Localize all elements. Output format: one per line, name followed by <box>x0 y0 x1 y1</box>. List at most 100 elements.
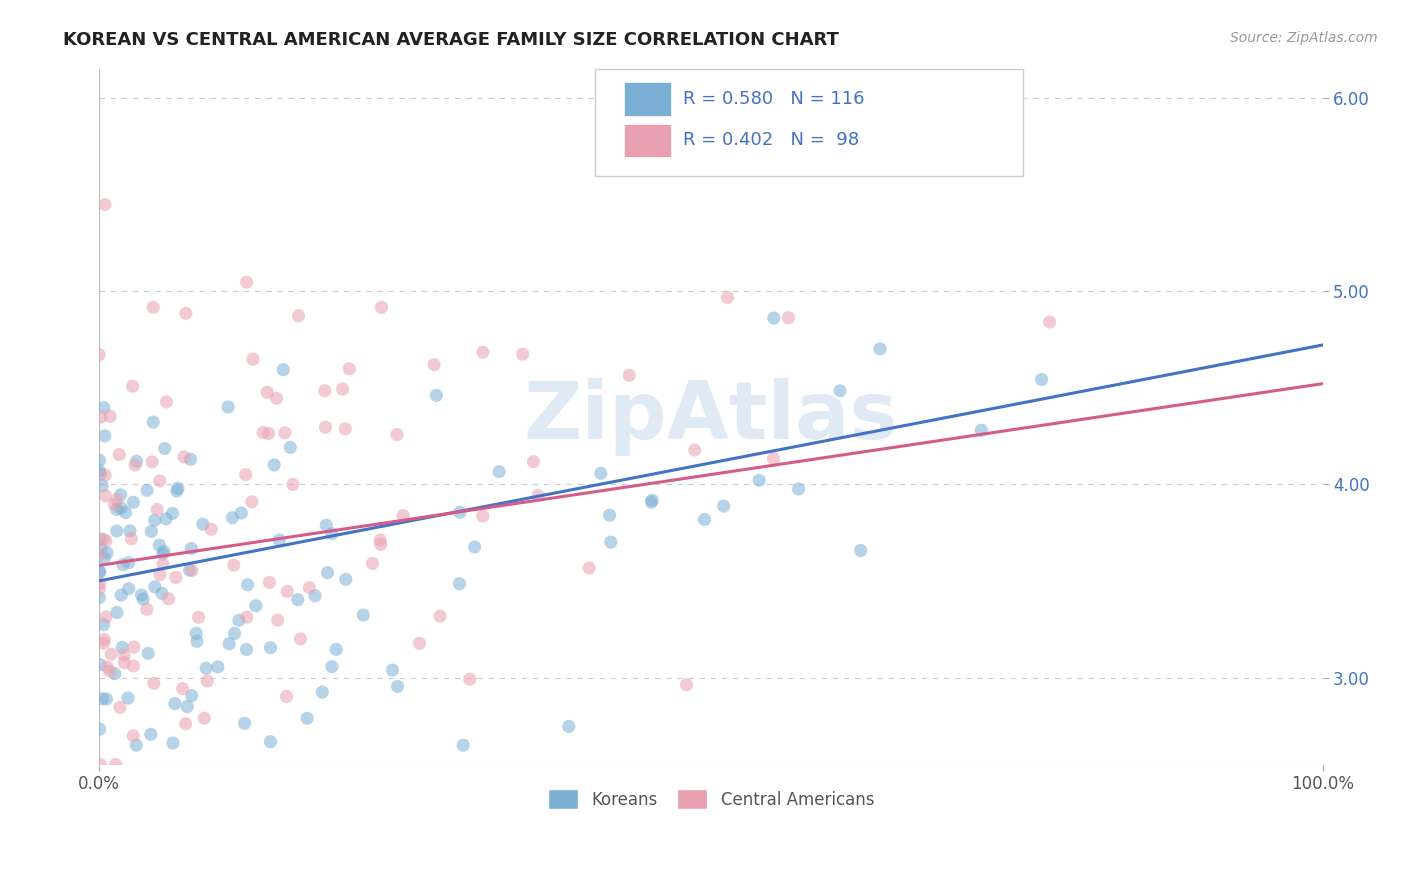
Point <box>619 368 641 383</box>
Point <box>112 656 135 670</box>
Bar <box>624 123 671 157</box>
Point <box>259 640 281 655</box>
Point <box>392 508 415 523</box>
Point <box>103 498 125 512</box>
Point <box>304 589 326 603</box>
Point <box>231 506 253 520</box>
Text: R = 0.402   N =  98: R = 0.402 N = 98 <box>683 131 859 149</box>
Point <box>89 591 111 605</box>
Point <box>512 347 534 361</box>
Text: Source: ZipAtlas.com: Source: ZipAtlas.com <box>1230 31 1378 45</box>
Point <box>235 275 257 289</box>
Text: KOREAN VS CENTRAL AMERICAN AVERAGE FAMILY SIZE CORRELATION CHART: KOREAN VS CENTRAL AMERICAN AVERAGE FAMIL… <box>63 31 839 49</box>
Point <box>598 508 620 523</box>
Point <box>236 578 259 592</box>
Point <box>640 495 662 509</box>
Point <box>89 566 111 580</box>
Point <box>131 588 153 602</box>
Point <box>114 506 136 520</box>
Point <box>89 453 111 467</box>
Point <box>124 458 146 472</box>
Point <box>271 362 294 376</box>
Point <box>105 492 128 507</box>
Point <box>713 499 735 513</box>
Point <box>207 660 229 674</box>
Point <box>89 565 111 579</box>
Point <box>174 306 197 320</box>
Point <box>217 400 239 414</box>
Point <box>94 533 117 548</box>
Point <box>120 532 142 546</box>
Point <box>970 423 993 437</box>
Point <box>276 690 298 704</box>
Point <box>236 610 259 624</box>
Point <box>221 510 243 524</box>
Point <box>266 613 288 627</box>
Point <box>259 575 281 590</box>
Point <box>117 691 139 706</box>
Point <box>578 561 600 575</box>
Point <box>108 448 131 462</box>
Point <box>93 617 115 632</box>
Point <box>125 454 148 468</box>
Point <box>778 310 800 325</box>
Point <box>458 672 481 686</box>
Point <box>449 505 471 519</box>
Point <box>693 512 716 526</box>
Point <box>370 301 392 315</box>
Point <box>91 691 114 706</box>
Point <box>122 640 145 654</box>
Point <box>149 567 172 582</box>
Point <box>361 557 384 571</box>
Point <box>683 443 706 458</box>
Point <box>89 464 111 478</box>
Point <box>98 664 121 678</box>
Point <box>195 661 218 675</box>
Point <box>149 474 172 488</box>
Point <box>90 541 112 556</box>
Point <box>222 558 245 573</box>
Point <box>252 425 274 440</box>
Text: R = 0.580   N = 116: R = 0.580 N = 116 <box>683 90 865 108</box>
Point <box>787 482 810 496</box>
Point <box>91 479 114 493</box>
Point <box>136 483 159 498</box>
Point <box>142 301 165 315</box>
Point <box>132 592 155 607</box>
Point <box>449 576 471 591</box>
Point <box>89 547 111 561</box>
Point <box>180 689 202 703</box>
Point <box>142 676 165 690</box>
Point <box>295 711 318 725</box>
Point <box>105 502 128 516</box>
Point <box>762 451 785 466</box>
Point <box>311 685 333 699</box>
Point <box>122 729 145 743</box>
Point <box>96 692 118 706</box>
Point <box>167 481 190 495</box>
Point <box>90 409 112 424</box>
Point <box>228 613 250 627</box>
Point <box>112 558 135 572</box>
Point <box>173 450 195 464</box>
Point <box>263 458 285 472</box>
Point <box>381 663 404 677</box>
Text: ZipAtlas: ZipAtlas <box>523 377 898 456</box>
Point <box>245 599 267 613</box>
Point <box>186 634 208 648</box>
Point <box>675 678 697 692</box>
Point <box>89 582 111 596</box>
Point <box>278 441 301 455</box>
Point <box>142 415 165 429</box>
Point <box>193 711 215 725</box>
Point <box>281 477 304 491</box>
Point <box>287 309 309 323</box>
Point <box>589 467 612 481</box>
Point <box>337 361 360 376</box>
Point <box>93 401 115 415</box>
Point <box>112 648 135 662</box>
Point <box>174 716 197 731</box>
Point <box>471 509 494 524</box>
Point <box>321 526 343 541</box>
Point <box>180 452 202 467</box>
